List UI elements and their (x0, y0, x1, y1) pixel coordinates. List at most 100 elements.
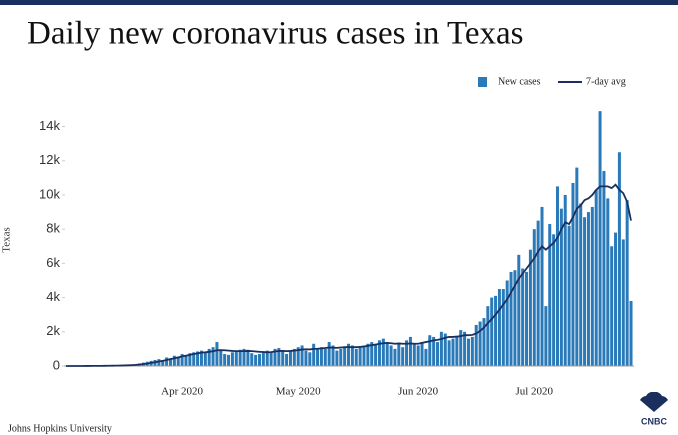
bar (571, 182, 575, 366)
top-bar (0, 0, 678, 5)
bar (424, 348, 428, 366)
bar (358, 347, 362, 366)
bar (269, 351, 273, 366)
bar (401, 347, 405, 366)
bar (300, 345, 304, 366)
bar (319, 347, 323, 366)
bar (281, 350, 285, 366)
bar (273, 348, 277, 366)
y-tick-label: 10k (39, 186, 60, 201)
x-tick-label: Jul 2020 (515, 386, 553, 398)
logo-text: CNBC (641, 416, 667, 426)
y-tick-label: 8k (46, 221, 60, 236)
bar (385, 342, 389, 366)
bar (254, 354, 258, 366)
bar (331, 345, 335, 366)
bar (432, 336, 436, 366)
bar (447, 340, 451, 366)
bar (594, 189, 598, 366)
bar (474, 324, 478, 366)
bar (490, 297, 494, 366)
bar (559, 208, 563, 366)
bar (238, 349, 242, 366)
bar (459, 330, 463, 366)
bar (292, 348, 296, 366)
y-tick-label: 0 (53, 357, 60, 372)
bar (296, 347, 300, 366)
y-tick-label: 12k (39, 152, 60, 167)
y-tick-label: 2k (46, 323, 60, 338)
bar (343, 347, 347, 366)
bar (366, 343, 370, 366)
bar (614, 232, 618, 366)
bar (455, 336, 459, 366)
bar (544, 306, 548, 366)
bar (203, 352, 207, 366)
bar (416, 345, 420, 366)
bar (285, 354, 289, 366)
bar (377, 340, 381, 366)
bar (199, 350, 203, 366)
bar (536, 220, 540, 366)
bar (540, 206, 544, 366)
bar (312, 343, 316, 366)
bar (165, 357, 169, 366)
bar (339, 348, 343, 366)
bar (327, 342, 331, 366)
bar (188, 353, 192, 366)
bar (176, 356, 180, 366)
bar (486, 306, 490, 366)
y-axis-label: Texas (1, 227, 13, 253)
bar (567, 225, 571, 366)
chart-title: Daily new coronavirus cases in Texas (27, 16, 524, 52)
bar (370, 342, 374, 366)
bar (223, 354, 227, 366)
bar (463, 331, 467, 366)
bar (532, 229, 536, 366)
bar (192, 352, 196, 366)
bar (374, 343, 378, 366)
bar (215, 342, 219, 366)
bar (397, 343, 401, 366)
bar (439, 331, 443, 366)
bar (168, 358, 172, 366)
bar (184, 354, 188, 366)
bar (323, 348, 327, 366)
bar (408, 336, 412, 366)
bar (482, 318, 486, 366)
bar (552, 234, 556, 366)
bar (230, 352, 234, 366)
bar (157, 359, 161, 366)
bar (420, 342, 424, 366)
bar (451, 338, 455, 366)
bar (528, 249, 532, 366)
bar (513, 270, 517, 366)
bar (617, 152, 621, 366)
bar (629, 301, 633, 366)
bar (598, 111, 602, 366)
bar (265, 350, 269, 366)
bar (478, 321, 482, 366)
bar (509, 271, 513, 366)
bar (389, 345, 393, 366)
bar (350, 345, 354, 366)
x-tick-label: May 2020 (276, 386, 321, 398)
bar (288, 351, 292, 366)
bar (466, 338, 470, 366)
bar (494, 295, 498, 366)
bar (242, 348, 246, 366)
bar (621, 239, 625, 366)
x-tick-label: Apr 2020 (161, 386, 203, 398)
bar (393, 348, 397, 366)
bar (354, 348, 358, 366)
x-tick-label: Jun 2020 (398, 386, 439, 398)
source: Johns Hopkins University (8, 423, 112, 434)
bar (304, 350, 308, 366)
bar (563, 194, 567, 366)
legend-label: 7-day avg (586, 76, 626, 87)
bar (347, 343, 351, 366)
bar (161, 360, 165, 366)
bar (606, 198, 610, 366)
bar (602, 171, 606, 366)
